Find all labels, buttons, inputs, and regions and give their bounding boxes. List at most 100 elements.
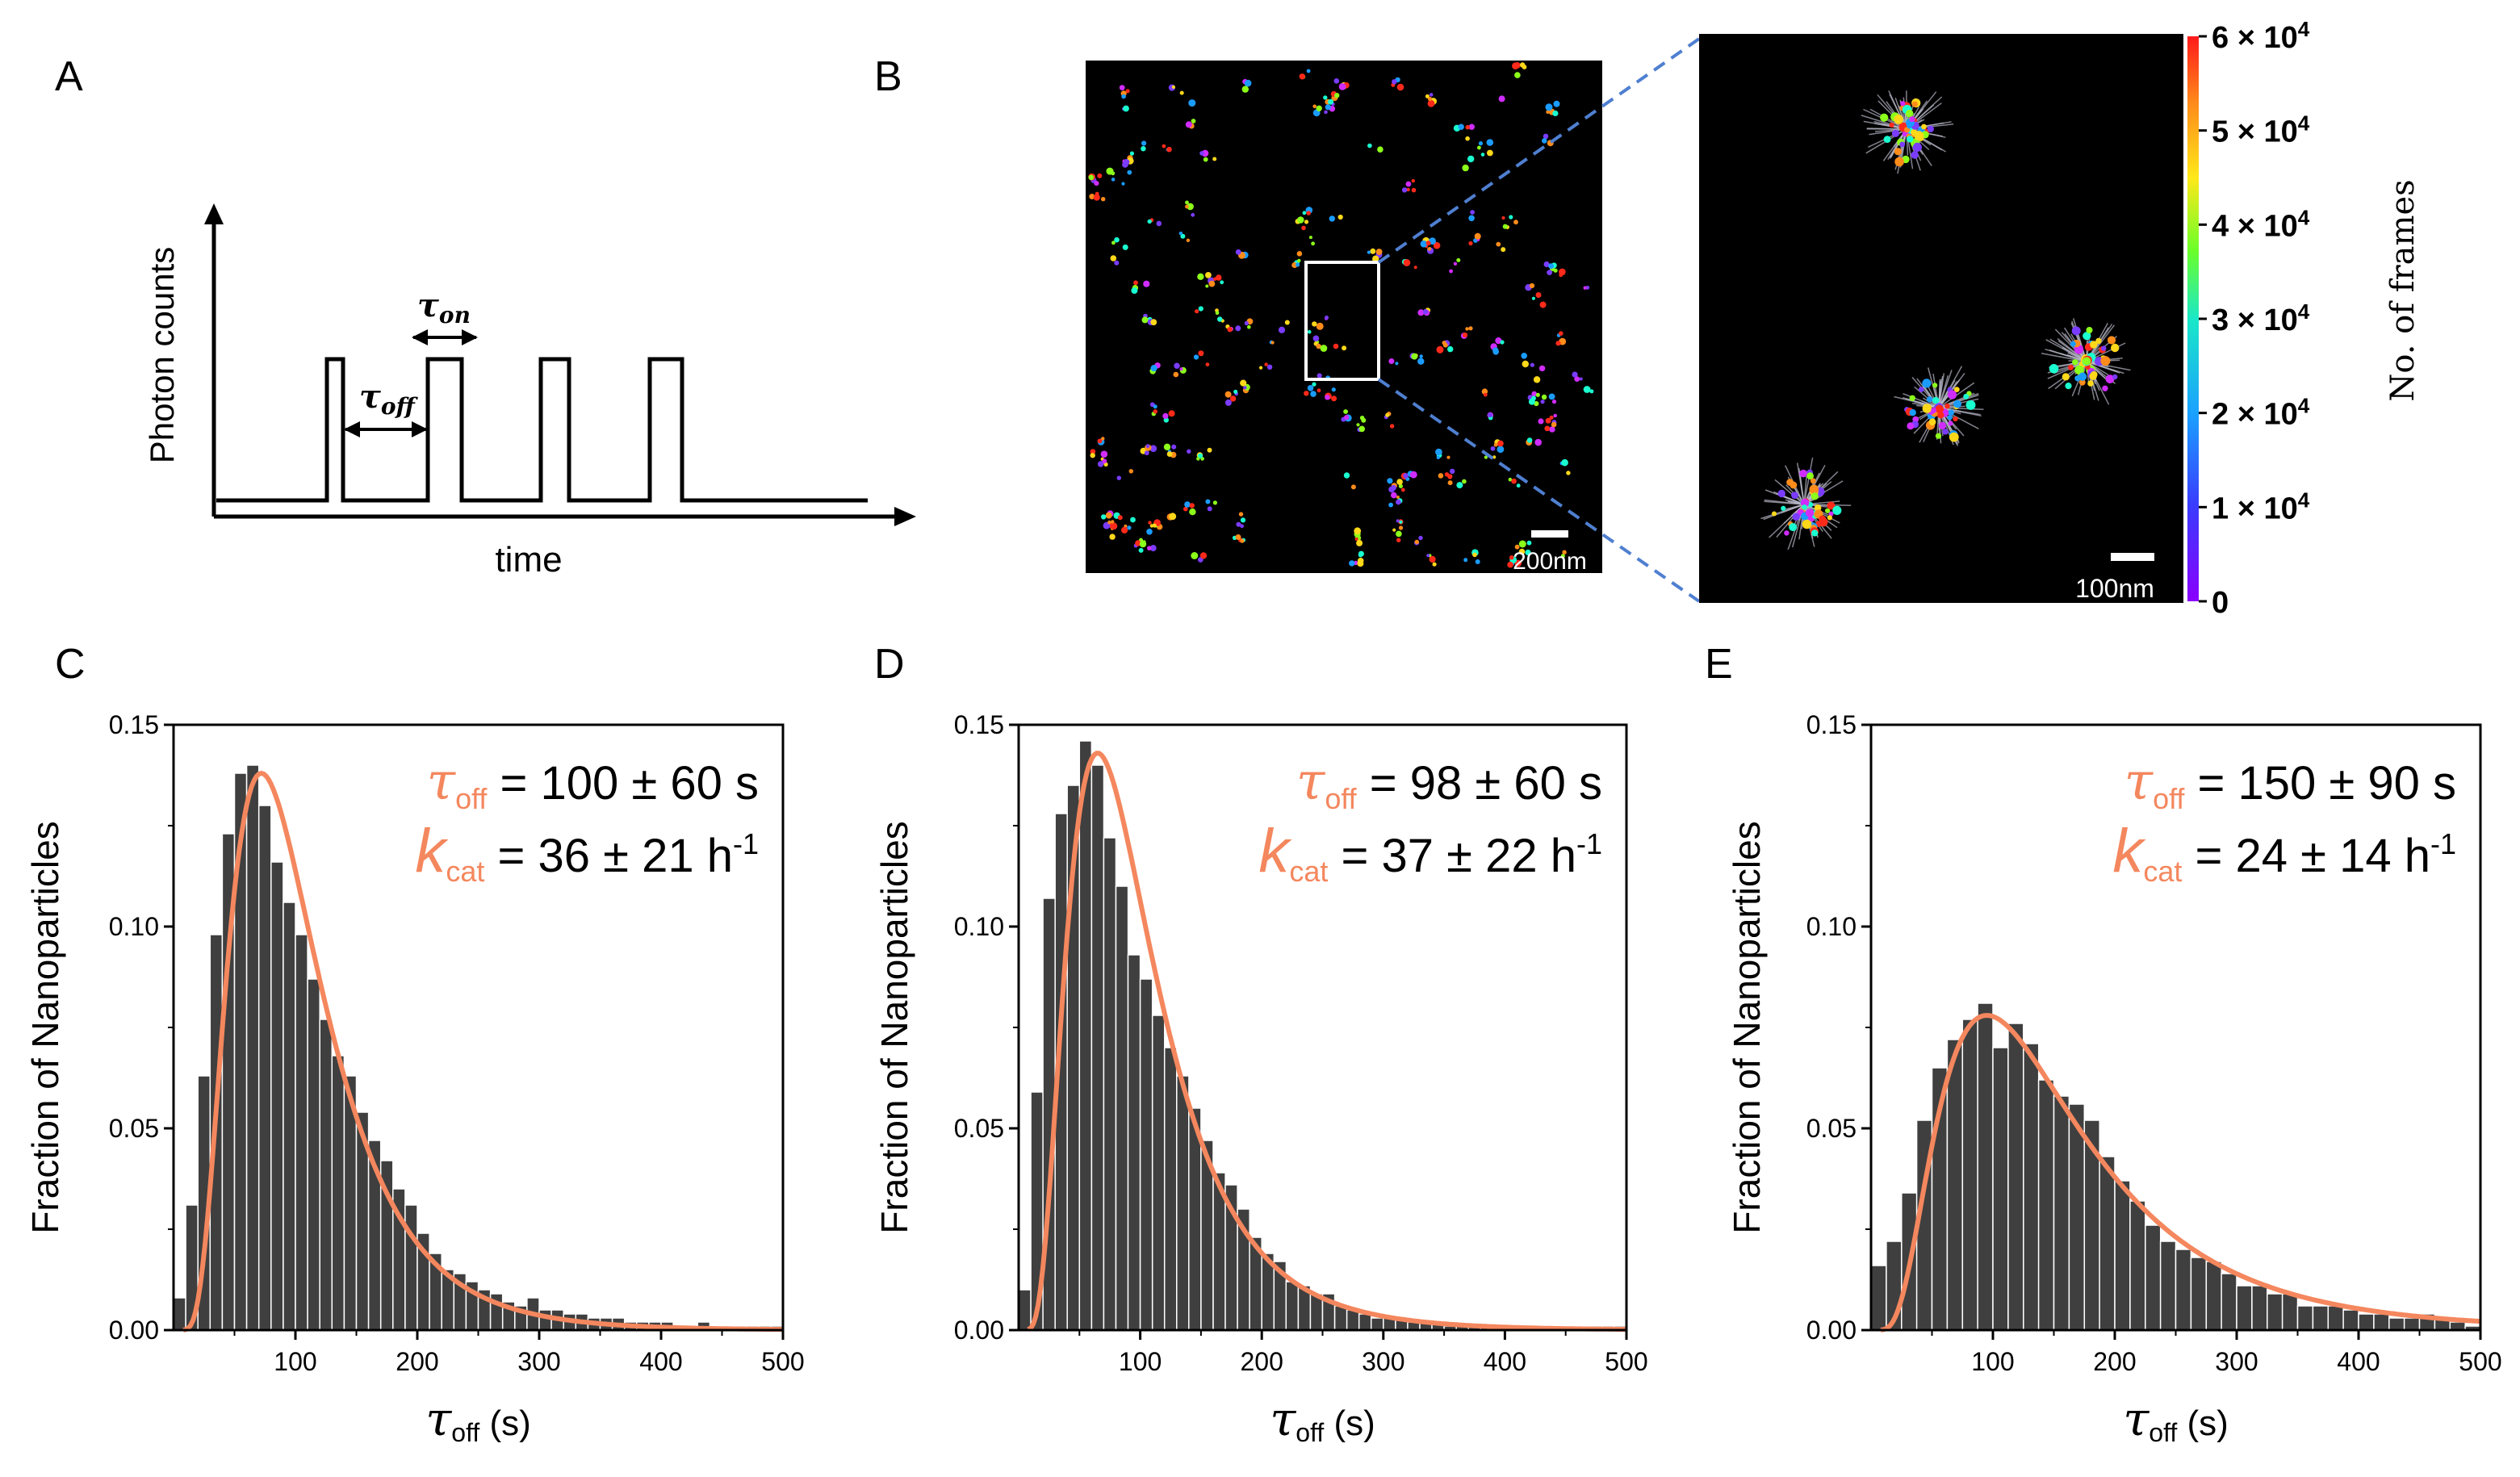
histogram-bar [2403,1317,2421,1331]
localization-dot [1106,167,1114,175]
localization-dot [1217,316,1223,322]
zoomed-image [1699,34,2183,603]
tau-off-arrowhead-right-icon [412,421,428,437]
localization-dot [1179,90,1184,95]
localization-dot [1338,83,1346,90]
trajectory-line [1914,386,1940,408]
y-tick-label: 0.00 [954,1316,1004,1345]
tau-on-arrowhead-right-icon [462,329,478,345]
localization-dot [1377,146,1383,153]
localization-dot [1325,395,1330,400]
colorbar-tick-label: 3 × 104 [2212,299,2310,337]
localization-dot [1189,503,1195,508]
localization-dot [1097,438,1103,444]
localization-dot [1911,101,1918,107]
localization-dot [1089,194,1095,199]
localization-dot [1143,280,1150,287]
localization-dot [2049,364,2059,374]
histogram-bar [1992,1047,2009,1331]
localization-dot [1125,89,1130,94]
localization-dot [2107,336,2116,345]
localization-dot [1540,400,1545,404]
localization-dot [1241,86,1250,93]
tau-on-arrowhead-left-icon [412,329,428,345]
localization-dot [1516,483,1521,488]
localization-dot [1546,110,1550,114]
localization-dot [1399,520,1403,524]
histogram-bar [257,805,272,1331]
histogram-bar [2129,1200,2146,1331]
localization-dot [1312,104,1317,109]
localization-dot [1467,155,1475,163]
x-axis-label: τoff (s) [425,1391,531,1447]
histogram-bar [404,1204,418,1331]
localization-dot [1240,524,1244,529]
photon-counts-label: Photon counts [143,247,181,464]
y-axis-label: Fraction of Nanoparticles [24,821,66,1233]
localization-dot [1391,492,1397,499]
localization-dot [1111,520,1115,524]
localization-dot [1166,451,1173,457]
localization-dot [1316,105,1322,111]
zoom-connector-top [1377,37,1701,264]
localization-dot [1185,121,1192,128]
localization-dot [1805,508,1815,517]
localization-dot [1152,523,1157,528]
histogram-bar [1115,885,1129,1331]
lognormal-fit-curve [182,770,783,1333]
localization-dot [1518,540,1526,548]
localization-dot [1583,286,1587,290]
localization-dot [1559,331,1563,336]
localization-dot [2095,337,2102,345]
x-tick-label: 200 [396,1347,438,1376]
histogram-bar [2267,1293,2283,1331]
histogram-bar [1870,1265,1887,1331]
localization-dot [1090,453,1095,458]
kcat-annotation: kcat = 37 ± 22 h-1 [1258,817,1602,888]
localization-dot [1127,525,1132,530]
localization-dot [1389,424,1395,429]
histogram-bar [2327,1305,2344,1331]
localization-dot [2078,379,2086,386]
localization-dot [1927,125,1934,132]
localization-dot [1088,174,1095,181]
localization-dot [1400,487,1405,492]
localization-dot [1264,362,1268,366]
histogram-bar [2145,1224,2162,1331]
localization-dot [1411,178,1416,183]
localization-dot [1928,418,1936,426]
localization-dot [1468,123,1476,130]
localization-dot [1548,393,1555,400]
localization-dot [1465,327,1469,331]
localization-dot [1356,423,1360,427]
localization-dot [1127,169,1132,175]
x-tick-label: 500 [1605,1347,1647,1376]
localization-dot [1561,458,1568,467]
localization-dot [1240,517,1246,523]
localization-dot [1278,326,1286,333]
histogram-bar [1151,1015,1166,1331]
localization-dot [1514,559,1522,567]
y-tick-label: 0.15 [1806,710,1857,739]
localization-dot [1107,520,1111,525]
localization-dot [1331,395,1337,402]
localization-dot [1462,479,1467,484]
localization-dot [1343,409,1348,414]
localization-dot [1942,429,1949,435]
localization-dot [2089,372,2097,380]
localization-dot [1357,558,1364,564]
localization-dot [1308,236,1312,240]
localization-dot [1552,110,1559,117]
localization-dot [1405,181,1412,187]
localization-dot [1907,136,1914,143]
histogram-bar [2159,1241,2177,1331]
localization-dot [1549,415,1554,420]
localization-dot [1531,391,1537,397]
localization-dot [1312,321,1317,327]
localization-dot [1963,393,1970,400]
localization-dot [1191,212,1195,217]
histogram-bar [1103,837,1117,1331]
x-tick-label: 400 [639,1347,682,1376]
localization-dot [1325,104,1331,111]
